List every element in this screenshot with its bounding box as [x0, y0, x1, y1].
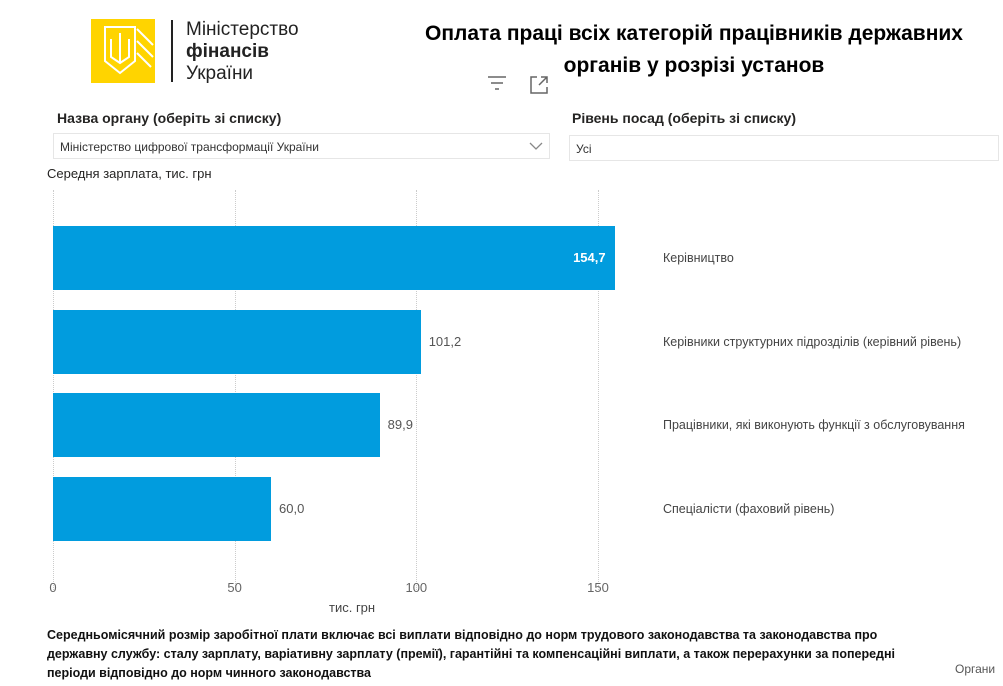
bar[interactable]: [53, 393, 380, 457]
page-title: Оплата праці всіх категорій працівників …: [388, 18, 1000, 82]
focus-mode-icon[interactable]: [529, 75, 549, 100]
logo-text-line2: фінансів: [186, 41, 269, 62]
x-axis-label: тис. грн: [329, 600, 376, 615]
level-filter-label: Рівень посад (оберіть зі списку): [572, 110, 796, 126]
bar[interactable]: [53, 310, 421, 374]
page-title-line2: органів у розрізі установ: [563, 54, 825, 77]
ministry-logo-emblem: [91, 19, 155, 83]
org-filter-label: Назва органу (оберіть зі списку): [57, 110, 282, 126]
category-label: Працівники, які виконують функції з обсл…: [663, 418, 965, 432]
logo-divider: [171, 20, 173, 82]
org-filter-dropdown[interactable]: Міністерство цифрової трансформації Укра…: [53, 133, 550, 159]
chevron-down-icon: [529, 142, 543, 150]
logo-text-line3: України: [186, 63, 254, 84]
data-label: 60,0: [279, 501, 305, 516]
category-label: Керівництво: [663, 251, 734, 265]
x-tick-label: 0: [49, 580, 57, 595]
gridline: [234, 190, 236, 590]
data-label: 101,2: [428, 334, 462, 349]
x-tick-label: 100: [405, 580, 428, 595]
x-tick-label: 50: [227, 580, 242, 595]
level-filter-dropdown[interactable]: Усі: [569, 135, 999, 161]
category-label: Керівники структурних підрозділів (керів…: [663, 335, 962, 349]
footnote: Середньомісячний розмір заробітної плати…: [47, 628, 895, 680]
data-label: 89,9: [387, 417, 413, 432]
gridline: [416, 190, 418, 590]
logo-text-line1: Міністерство: [186, 19, 299, 40]
bar[interactable]: [53, 477, 271, 541]
chart-title: Середня зарплата, тис. грн: [47, 166, 212, 181]
data-label: 154,7: [573, 250, 606, 265]
gridline: [598, 190, 599, 590]
footer-right-text: Органи: [955, 662, 996, 676]
org-filter-value: Міністерство цифрової трансформації Укра…: [60, 140, 319, 154]
filter-icon[interactable]: [487, 74, 507, 97]
x-tick-label: 150: [587, 580, 609, 595]
category-label: Спеціалісти (фаховий рівень): [663, 502, 835, 516]
level-filter-value: Усі: [576, 142, 592, 156]
page-title-line1: Оплата праці всіх категорій працівників …: [425, 22, 963, 45]
gridline: [53, 190, 54, 590]
bar[interactable]: [53, 226, 616, 290]
